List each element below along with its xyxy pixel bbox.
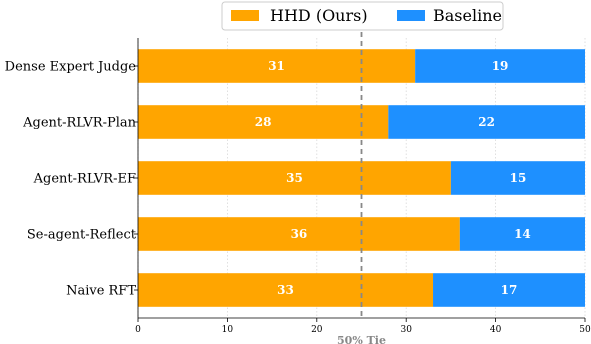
x-axis: 0 10 20 30 40 50 xyxy=(135,317,591,335)
bar-value-label: 36 xyxy=(291,227,308,241)
y-category-label: Se-agent-Reflect xyxy=(27,228,137,243)
y-category-label: Naive RFT xyxy=(66,284,136,299)
x-tick-label: 40 xyxy=(490,325,502,335)
bar-value-label: 28 xyxy=(255,115,272,129)
bar-baseline xyxy=(459,217,585,251)
legend-swatch-baseline xyxy=(397,10,425,21)
bar-hhd xyxy=(138,49,416,83)
x-tick-label: 50 xyxy=(579,325,591,335)
legend-label: HHD (Ours) xyxy=(270,6,368,25)
bar-value-label: 31 xyxy=(268,59,285,73)
bar-baseline xyxy=(388,105,585,139)
legend-label: Baseline xyxy=(433,6,502,25)
y-axis-labels: Dense Expert Judge Agent-RLVR-Plan Agent-R… xyxy=(5,38,139,318)
tie-reference: 50% Tie xyxy=(337,32,386,344)
bar-value-label: 17 xyxy=(501,283,518,297)
legend: HHD (Ours) Baseline xyxy=(221,1,504,31)
x-tick-label: 10 xyxy=(222,325,234,335)
bar-baseline xyxy=(415,49,585,83)
bar-value-label: 14 xyxy=(514,227,531,241)
legend-box xyxy=(221,1,504,31)
bar-value-label: 35 xyxy=(286,171,303,185)
bars: 31 19 28 22 35 15 36 14 33 17 xyxy=(138,49,585,307)
bar-value-label: 22 xyxy=(478,115,495,129)
bar-hhd xyxy=(138,273,434,307)
bar-hhd xyxy=(138,217,460,251)
bar-value-label: 19 xyxy=(492,59,509,73)
bar-hhd xyxy=(138,105,389,139)
x-tick-label: 20 xyxy=(311,325,323,335)
bar-value-label: 15 xyxy=(510,171,527,185)
bar-hhd xyxy=(138,161,451,195)
tie-label: 50% Tie xyxy=(337,334,386,344)
bar-baseline xyxy=(433,273,585,307)
y-category-label: Agent-RLVR-EF xyxy=(33,172,136,187)
legend-swatch-hhd xyxy=(231,10,259,21)
bar-value-label: 33 xyxy=(277,283,294,297)
y-category-label: Dense Expert Judge xyxy=(5,60,137,75)
x-tick-label: 0 xyxy=(135,325,141,335)
y-category-label: Agent-RLVR-Plan xyxy=(22,116,136,131)
bar-baseline xyxy=(450,161,585,195)
x-tick-label: 30 xyxy=(400,325,412,335)
